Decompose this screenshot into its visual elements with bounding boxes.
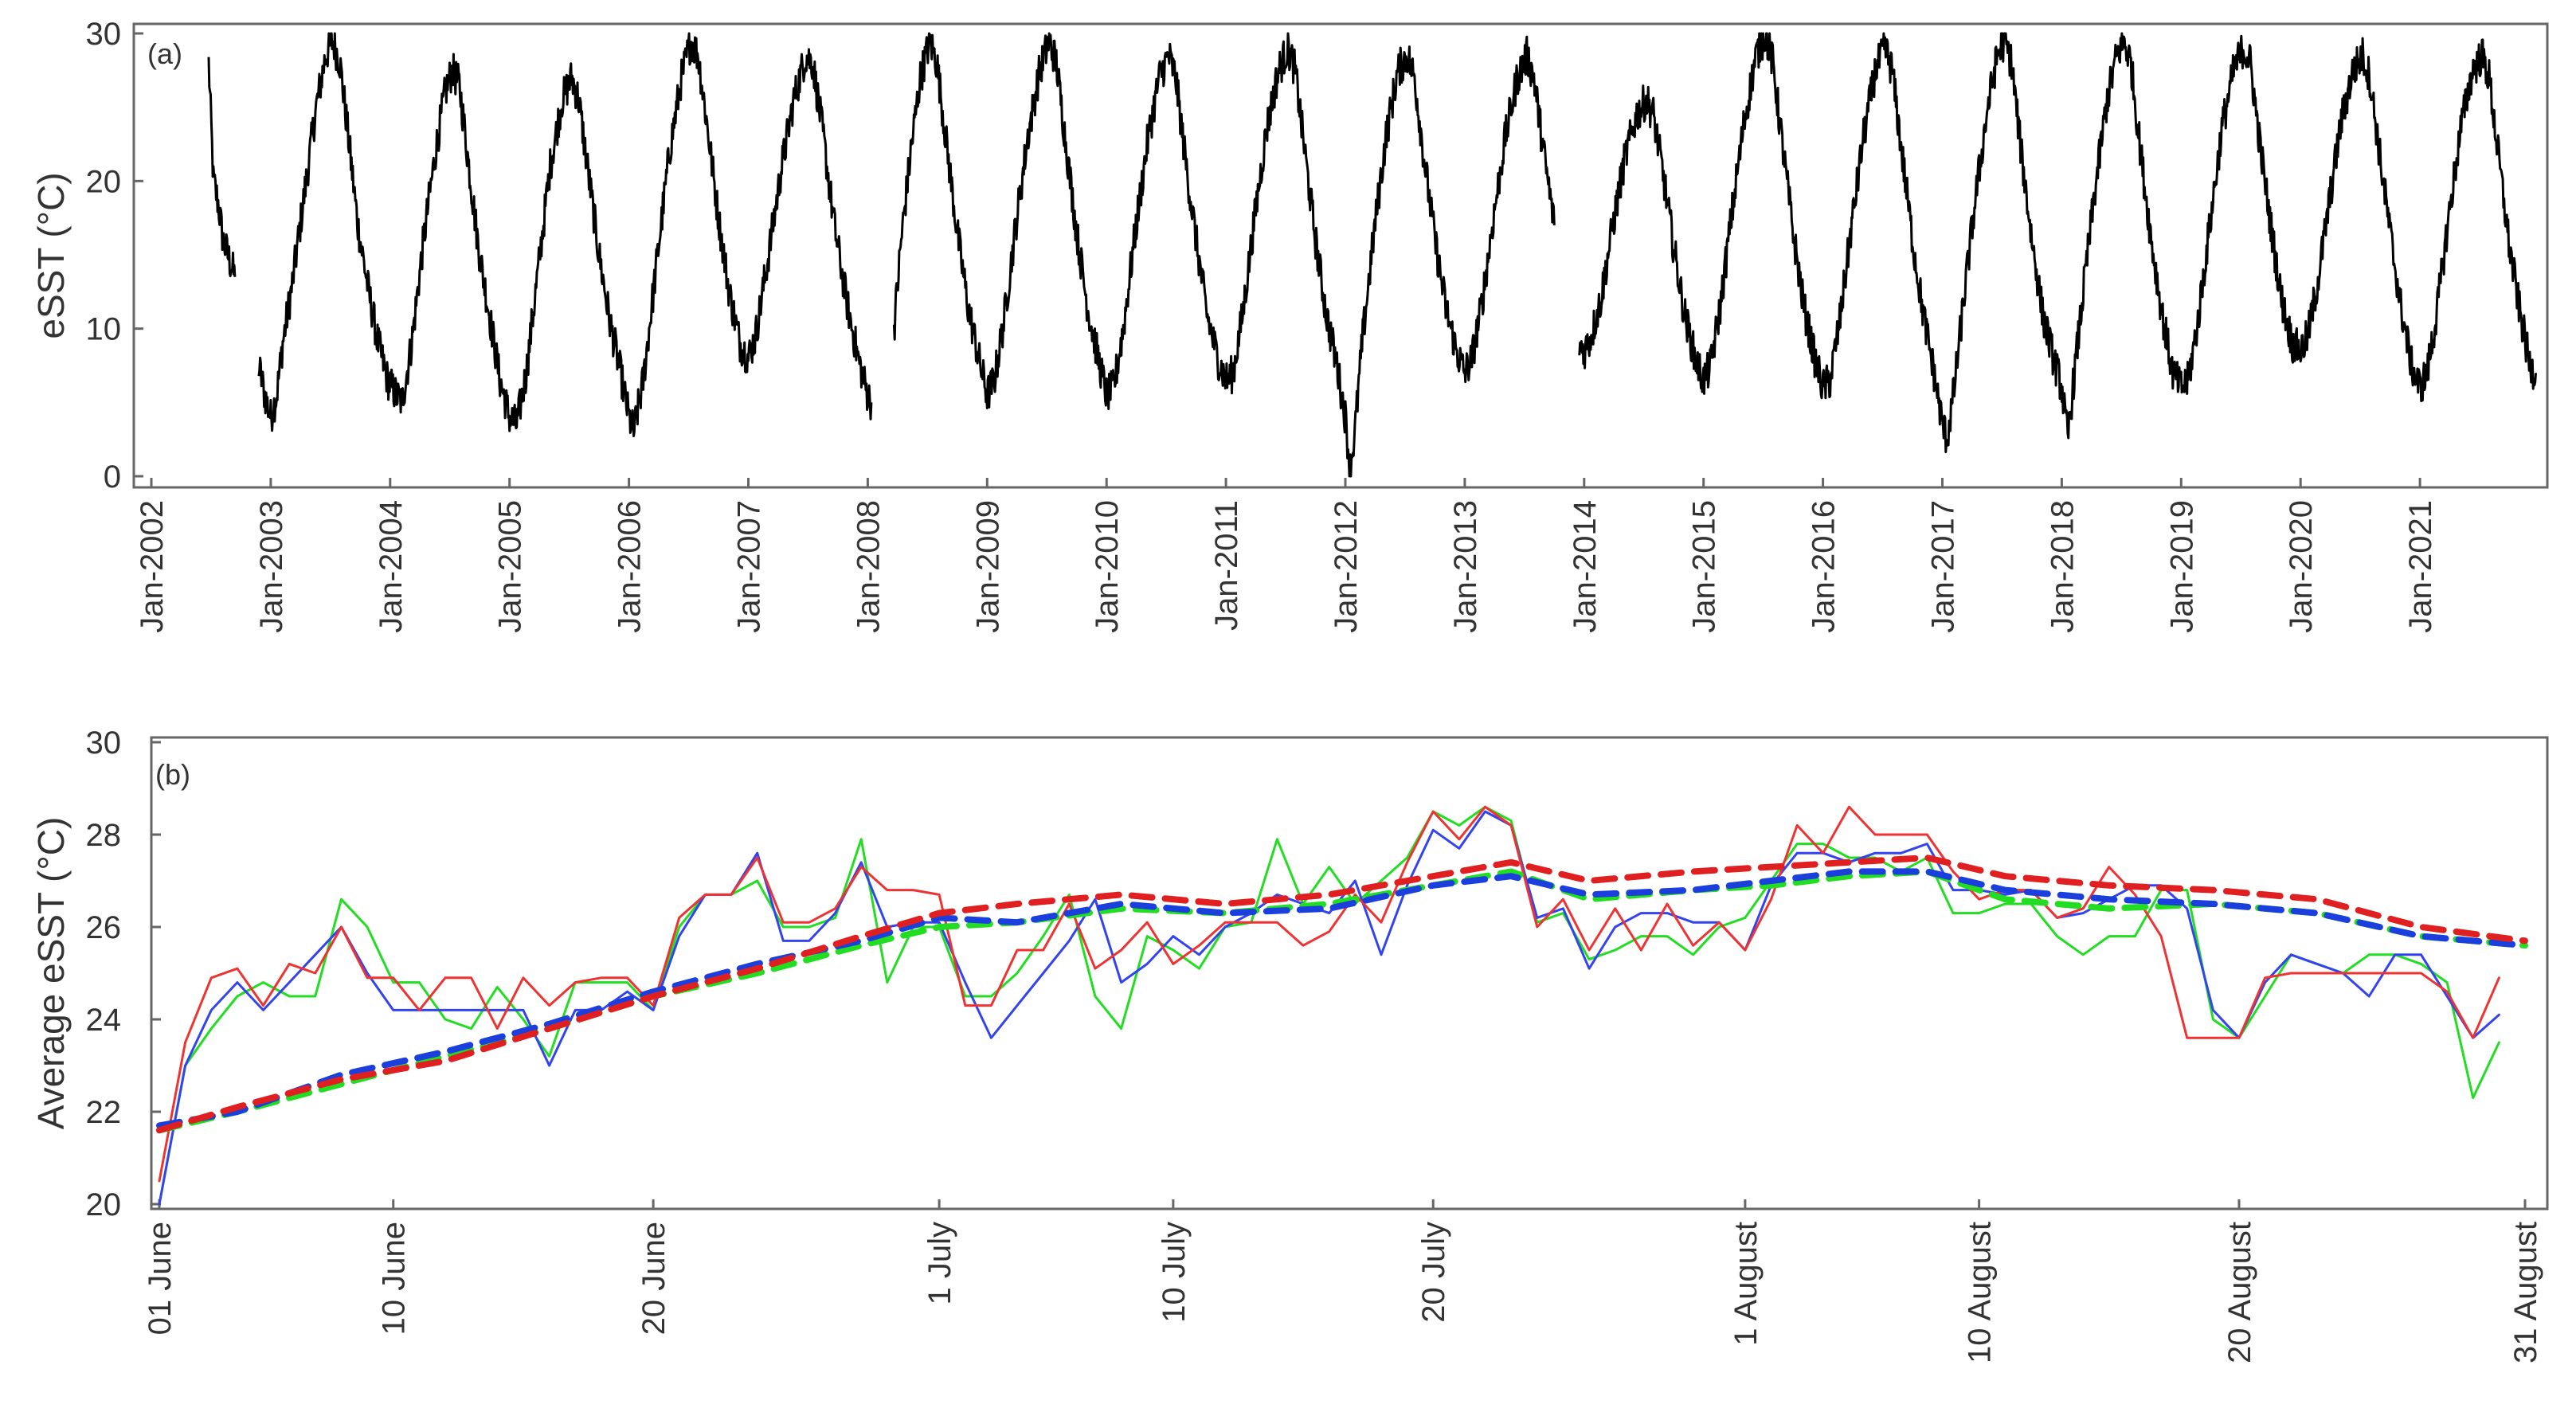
- panel-a-x-axis: Jan-2002 Jan-2003 Jan-2004 Jan-2005 Jan-2006…: [135, 478, 2438, 633]
- panel-a-xtick-label: Jan-2006: [613, 500, 648, 633]
- panel-b-series-line-4: [156, 868, 2528, 1129]
- panel-a-xtick-label: Jan-2016: [1807, 500, 1842, 633]
- panel-a-xtick-label: Jan-2020: [2284, 500, 2319, 633]
- panel-a-y-axis: 0 10 20 30: [86, 17, 143, 495]
- panel-a-xtick-label: Jan-2009: [970, 500, 1005, 633]
- panel-b-xtick-label: 10 August: [1963, 1222, 1998, 1363]
- panel-a-series-line-3: [1578, 32, 2537, 453]
- panel-a-ytick-label: 30: [86, 17, 122, 52]
- panel-b-ytick-label: 24: [86, 1003, 122, 1038]
- panel-b: (b) Average eSST (°C) 20 22 24 26 28 30 01 Ju…: [30, 726, 2549, 1363]
- panel-b-series: [156, 805, 2528, 1206]
- panel-a-xtick-label: Jan-2018: [2045, 500, 2080, 633]
- panel-b-ytick-label: 30: [86, 726, 122, 761]
- panel-b-xtick-label: 01 June: [143, 1222, 178, 1335]
- panel-b-ylabel: Average eSST (°C): [30, 817, 72, 1130]
- panel-a-xtick-label: Jan-2015: [1687, 500, 1722, 633]
- panel-b-y-axis: 20 22 24 26 28 30: [86, 726, 161, 1222]
- panel-b-xtick-label: 20 June: [636, 1222, 671, 1335]
- panel-b-series-line-3: [156, 868, 2528, 1134]
- panel-a-xtick-label: Jan-2012: [1329, 500, 1364, 633]
- panel-a-frame: [132, 22, 2549, 489]
- panel-a-xtick-label: Jan-2019: [2164, 500, 2199, 633]
- panel-b-ytick-label: 26: [86, 910, 122, 945]
- panel-b-xtick-label: 10 July: [1157, 1222, 1192, 1323]
- panel-b-x-axis: 01 June 10 June 20 June 1 July 10 July 20 Jul…: [143, 1199, 2543, 1363]
- panel-a-xtick-label: Jan-2013: [1448, 500, 1483, 633]
- panel-a-series: [207, 32, 2537, 478]
- panel-b-xtick-label: 20 August: [2222, 1222, 2257, 1363]
- panel-b-series-line-1: [158, 810, 2500, 1206]
- panel-a-xtick-label: Jan-2005: [493, 500, 528, 633]
- panel-a-xtick-label: Jan-2021: [2403, 500, 2438, 633]
- panel-b-series-line-2: [158, 805, 2500, 1183]
- panel-a-ytick-label: 20: [86, 164, 122, 199]
- panel-b-frame: [150, 736, 2549, 1210]
- panel-a-series-line-2: [892, 32, 1556, 478]
- panel-b-tag: (b): [155, 758, 190, 791]
- panel-a-xtick-label: Jan-2014: [1568, 500, 1603, 633]
- panel-b-xtick-label: 1 July: [922, 1222, 957, 1305]
- panel-a-xtick-label: Jan-2007: [732, 500, 767, 633]
- panel-a-series-line-0: [207, 57, 237, 278]
- panel-a-ytick-label: 10: [86, 312, 122, 347]
- panel-a-xtick-label: Jan-2008: [851, 500, 886, 633]
- panel-a-xtick-label: Jan-2003: [254, 500, 289, 633]
- panel-b-series-line-5: [156, 855, 2528, 1134]
- panel-b-xtick-label: 1 August: [1728, 1222, 1764, 1346]
- panel-a-tag: (a): [147, 37, 182, 70]
- panel-b-ytick-label: 20: [86, 1187, 122, 1222]
- panel-b-ytick-label: 22: [86, 1095, 122, 1130]
- panel-a-series-line-1: [257, 32, 873, 437]
- panel-a-xtick-label: Jan-2004: [374, 500, 409, 633]
- panel-a-xtick-label: Jan-2017: [1926, 500, 1961, 633]
- panel-b-xtick-label: 31 August: [2508, 1222, 2543, 1363]
- panel-b-ytick-label: 28: [86, 818, 122, 853]
- panel-a-xtick-label: Jan-2011: [1209, 500, 1244, 631]
- panel-a-xtick-label: Jan-2002: [135, 500, 170, 633]
- panel-a-ytick-label: 0: [104, 460, 121, 495]
- panel-b-xtick-label: 20 July: [1416, 1222, 1451, 1323]
- panel-a-xtick-label: Jan-2010: [1090, 500, 1125, 633]
- panel-b-xtick-label: 10 June: [377, 1222, 412, 1335]
- panel-a-ylabel: eSST (°C): [30, 172, 72, 338]
- panel-b-series-line-0: [158, 805, 2500, 1206]
